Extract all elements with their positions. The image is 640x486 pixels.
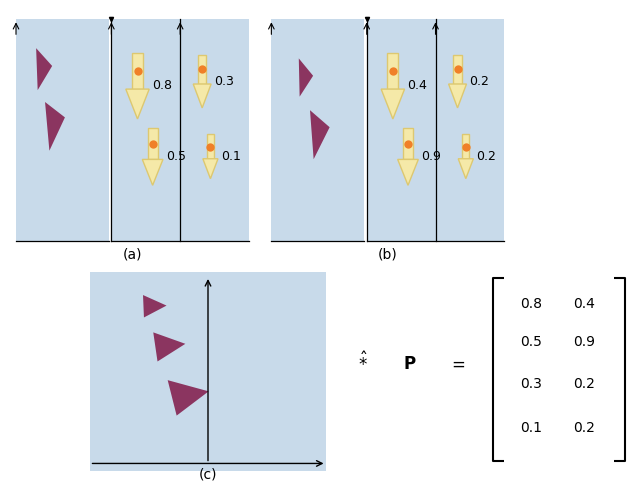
Polygon shape <box>203 159 218 179</box>
Polygon shape <box>126 89 149 119</box>
Text: (b): (b) <box>378 247 397 261</box>
Text: 0.5: 0.5 <box>520 335 541 349</box>
Polygon shape <box>168 380 209 416</box>
Text: 0.1: 0.1 <box>520 420 542 434</box>
Text: 0.8: 0.8 <box>152 79 172 92</box>
Polygon shape <box>142 159 163 185</box>
Text: 0.3: 0.3 <box>214 75 234 88</box>
Polygon shape <box>153 332 186 362</box>
Text: 0.8: 0.8 <box>520 297 542 311</box>
Bar <box>403 128 413 159</box>
Text: 0.3: 0.3 <box>520 377 541 391</box>
Bar <box>148 128 157 159</box>
Polygon shape <box>299 58 313 97</box>
Text: 0.4: 0.4 <box>407 79 427 92</box>
Polygon shape <box>45 102 65 151</box>
Text: 0.2: 0.2 <box>573 420 595 434</box>
Text: $\hat{*}$: $\hat{*}$ <box>358 355 368 373</box>
Text: 0.9: 0.9 <box>421 150 441 163</box>
Text: 0.4: 0.4 <box>573 297 595 311</box>
Bar <box>198 55 207 84</box>
Text: 0.2: 0.2 <box>573 377 595 391</box>
Bar <box>132 52 143 89</box>
Polygon shape <box>36 48 52 90</box>
Polygon shape <box>143 295 166 317</box>
Bar <box>207 135 214 159</box>
Text: 0.1: 0.1 <box>221 150 241 163</box>
Polygon shape <box>458 159 474 179</box>
Text: (a): (a) <box>123 247 142 261</box>
Bar <box>453 55 462 84</box>
Polygon shape <box>381 89 404 119</box>
Text: $\mathbf{P}$: $\mathbf{P}$ <box>403 355 416 373</box>
Polygon shape <box>310 110 330 159</box>
Text: 0.2: 0.2 <box>469 75 489 88</box>
Polygon shape <box>397 159 419 185</box>
Text: (c): (c) <box>199 468 217 482</box>
Text: 0.9: 0.9 <box>573 335 595 349</box>
Polygon shape <box>193 84 211 108</box>
Bar <box>387 52 399 89</box>
Text: 0.2: 0.2 <box>476 150 496 163</box>
Text: 0.5: 0.5 <box>166 150 186 163</box>
Text: $=$: $=$ <box>448 355 465 373</box>
Bar <box>462 135 469 159</box>
Polygon shape <box>449 84 467 108</box>
